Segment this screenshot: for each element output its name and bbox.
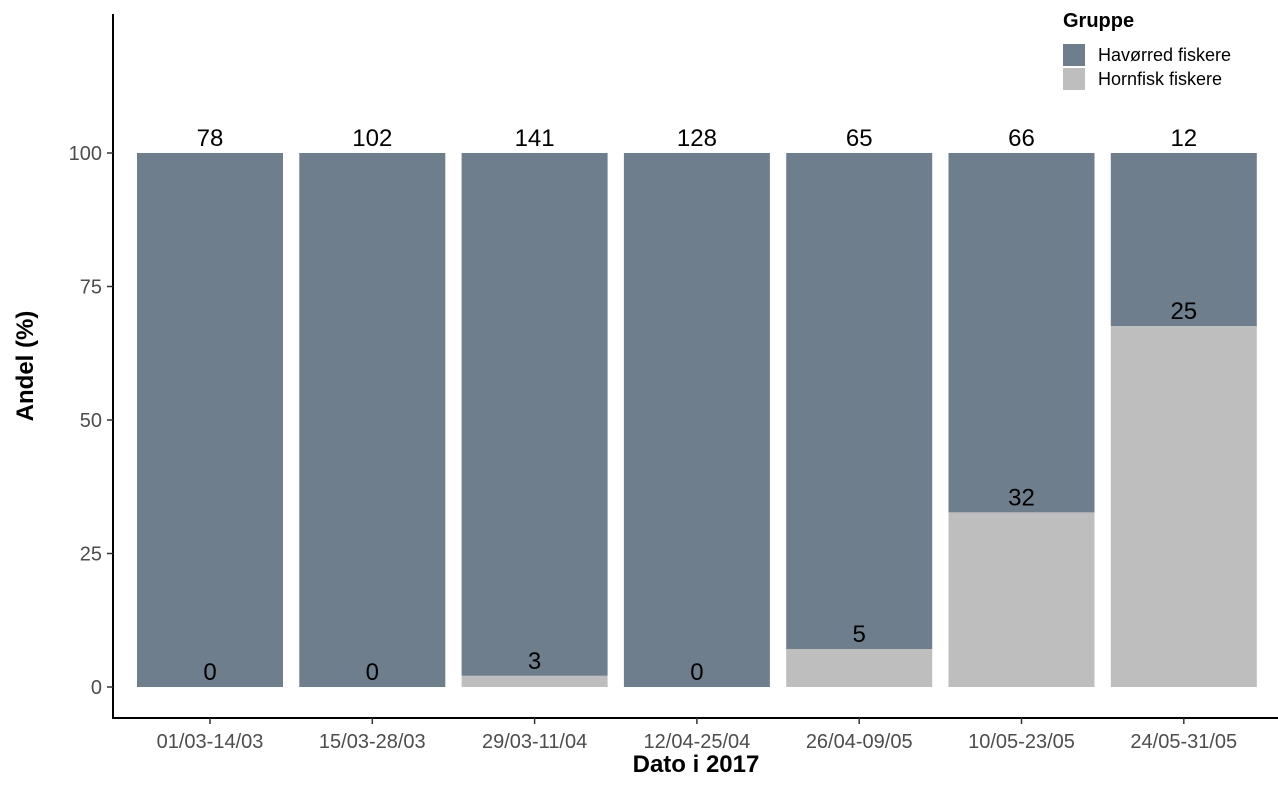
bar-label-havorred-3: 141 <box>515 125 555 152</box>
bar-hornfisk-5 <box>786 649 933 687</box>
legend-key-1 <box>1063 44 1085 66</box>
y-axis-title: Andel (%) <box>12 311 39 422</box>
x-tick-label-7: 24/05-31/05 <box>1130 731 1237 753</box>
bar-hornfisk-7 <box>1110 326 1257 687</box>
bar-label-havorred-2: 102 <box>352 125 392 152</box>
legend-label-2: Hornfisk fiskere <box>1098 69 1222 89</box>
x-tick-label-6: 10/05-23/05 <box>968 731 1075 753</box>
y-tick-label-75: 75 <box>80 277 102 299</box>
y-tick-label-100: 100 <box>69 143 102 165</box>
bar-label-hornfisk-1: 0 <box>203 659 216 686</box>
legend-items: Havørred fiskere Hornfisk fiskere <box>1063 44 1231 90</box>
bar-label-havorred-6: 66 <box>1008 125 1035 152</box>
bar-hornfisk-3 <box>461 675 608 687</box>
bar-hornfisk-6 <box>948 512 1095 687</box>
bar-havorred-6 <box>948 153 1095 513</box>
x-axis-ticks: 01/03-14/03 15/03-28/03 29/03-11/04 12/04-2… <box>157 718 1237 753</box>
bars-group <box>137 153 1257 687</box>
legend-title: Gruppe <box>1063 10 1134 32</box>
y-axis-ticks: 0 25 50 75 100 <box>69 143 113 699</box>
bar-label-hornfisk-4: 0 <box>690 659 703 686</box>
legend: Gruppe Havørred fiskere Hornfisk fiskere <box>1063 10 1231 90</box>
x-tick-label-4: 12/04-25/04 <box>644 731 751 753</box>
x-tick-label-1: 01/03-14/03 <box>157 731 264 753</box>
bar-havorred-2 <box>299 153 446 687</box>
y-tick-label-50: 50 <box>80 410 102 432</box>
bar-label-havorred-5: 65 <box>846 125 873 152</box>
bar-label-havorred-7: 12 <box>1170 125 1197 152</box>
bar-havorred-5 <box>786 153 933 650</box>
x-tick-label-5: 26/04-09/05 <box>806 731 913 753</box>
y-tick-label-25: 25 <box>80 544 102 566</box>
x-tick-label-2: 15/03-28/03 <box>319 731 426 753</box>
bar-havorred-1 <box>137 153 283 687</box>
bar-havorred-7 <box>1110 153 1257 327</box>
x-axis-title: Dato i 2017 <box>633 751 760 778</box>
bar-label-hornfisk-3: 3 <box>528 648 541 675</box>
bar-labels-group: 78 0 102 0 141 3 128 0 65 5 66 32 12 25 <box>197 125 1198 686</box>
y-tick-label-0: 0 <box>91 677 102 699</box>
legend-key-2 <box>1063 68 1085 90</box>
bar-label-hornfisk-7: 25 <box>1170 298 1197 325</box>
legend-label-1: Havørred fiskere <box>1098 45 1231 65</box>
bar-label-havorred-4: 128 <box>677 125 717 152</box>
bar-label-hornfisk-6: 32 <box>1008 484 1035 511</box>
bar-label-hornfisk-2: 0 <box>366 659 379 686</box>
bar-havorred-3 <box>461 153 608 676</box>
bar-label-hornfisk-5: 5 <box>853 621 866 648</box>
bar-havorred-4 <box>623 153 770 687</box>
x-tick-label-3: 29/03-11/04 <box>482 731 587 753</box>
bar-label-havorred-1: 78 <box>197 125 224 152</box>
